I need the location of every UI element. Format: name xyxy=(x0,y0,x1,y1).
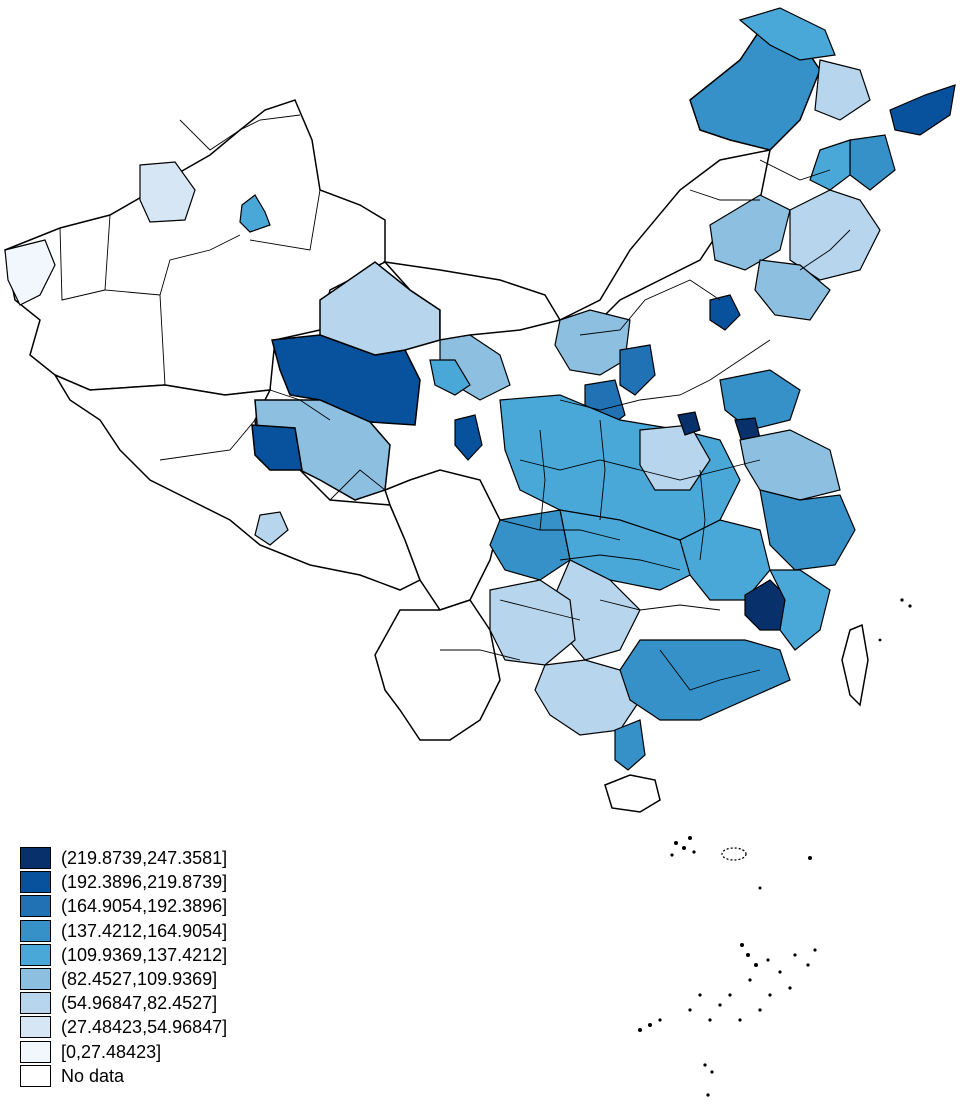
south-china-sea-islands xyxy=(638,598,912,1097)
region-jiangsu xyxy=(739,429,841,501)
region-fujian xyxy=(769,569,831,651)
region-nemors xyxy=(814,59,871,121)
legend-swatch xyxy=(20,1016,51,1039)
region-hainan xyxy=(604,774,661,813)
region-yulin xyxy=(619,344,656,396)
map-regions xyxy=(4,7,956,813)
map-legend: (219.8739,247.3581] (192.3896,219.8739] (1… xyxy=(20,846,227,1088)
region-shandong xyxy=(719,369,801,431)
legend-swatch xyxy=(20,992,51,1015)
region-kashgar xyxy=(4,239,56,306)
legend-item: No data xyxy=(20,1064,227,1088)
legend-item: (109.9369,137.4212] xyxy=(20,943,227,967)
legend-label: (109.9369,137.4212] xyxy=(61,944,228,965)
region-gannan xyxy=(454,414,483,461)
legend-item: (82.4527,109.9369] xyxy=(20,967,227,991)
legend-label: (82.4527,109.9369] xyxy=(61,969,218,990)
region-beijing xyxy=(709,294,741,331)
legend-label: (27.48423,54.96847] xyxy=(61,1017,228,1038)
legend-label: [0,27.48423] xyxy=(61,1041,162,1062)
legend-swatch xyxy=(20,847,51,870)
legend-label: (137.4212,164.9054] xyxy=(61,920,228,941)
legend-label: (164.9054,192.3896] xyxy=(61,896,228,917)
legend-swatch xyxy=(20,1064,51,1087)
prefecture-borders xyxy=(59,114,851,691)
legend-label: (54.96847,82.4527] xyxy=(61,993,218,1014)
legend-label: No data xyxy=(61,1065,125,1086)
region-mudanjiang xyxy=(849,134,896,191)
region-changchun xyxy=(809,139,851,191)
region-alxa xyxy=(383,260,562,341)
region-guizhou xyxy=(489,579,576,666)
region-shanxi xyxy=(554,309,631,376)
legend-item: (192.3896,219.8739] xyxy=(20,870,227,894)
legend-item: [0,27.48423] xyxy=(20,1040,227,1064)
region-leizhou xyxy=(614,719,646,771)
region-yunnan xyxy=(374,599,501,741)
region-jilin-block xyxy=(789,189,881,281)
region-heihe xyxy=(738,7,836,61)
region-zhejiang xyxy=(759,489,856,571)
region-guangdong xyxy=(619,639,791,721)
legend-label: (192.3896,219.8739] xyxy=(61,872,228,893)
region-wuwei xyxy=(429,359,471,396)
region-zhengzhou xyxy=(677,411,701,436)
legend-swatch xyxy=(20,895,51,918)
legend-item: (219.8739,247.3581] xyxy=(20,846,227,870)
legend-item: (164.9054,192.3896] xyxy=(20,894,227,918)
legend-item: (137.4212,164.9054] xyxy=(20,919,227,943)
legend-swatch xyxy=(20,871,51,894)
region-tacheng xyxy=(139,161,196,223)
region-nyingchi xyxy=(254,511,289,546)
region-chifeng xyxy=(709,194,791,271)
region-liaoning xyxy=(754,259,831,321)
legend-label: (219.8739,247.3581] xyxy=(61,848,228,869)
legend-swatch xyxy=(20,968,51,991)
legend-item: (54.96847,82.4527] xyxy=(20,991,227,1015)
legend-swatch xyxy=(20,919,51,942)
region-golog xyxy=(251,424,303,471)
region-hulunbuir xyxy=(689,29,821,151)
legend-swatch xyxy=(20,943,51,966)
region-sichuan-west xyxy=(384,469,501,611)
region-bortala xyxy=(239,194,271,233)
region-taiwan xyxy=(841,623,869,707)
legend-item: (27.48423,54.96847] xyxy=(20,1015,227,1039)
region-jiamusi xyxy=(889,84,956,136)
legend-swatch xyxy=(20,1040,51,1063)
